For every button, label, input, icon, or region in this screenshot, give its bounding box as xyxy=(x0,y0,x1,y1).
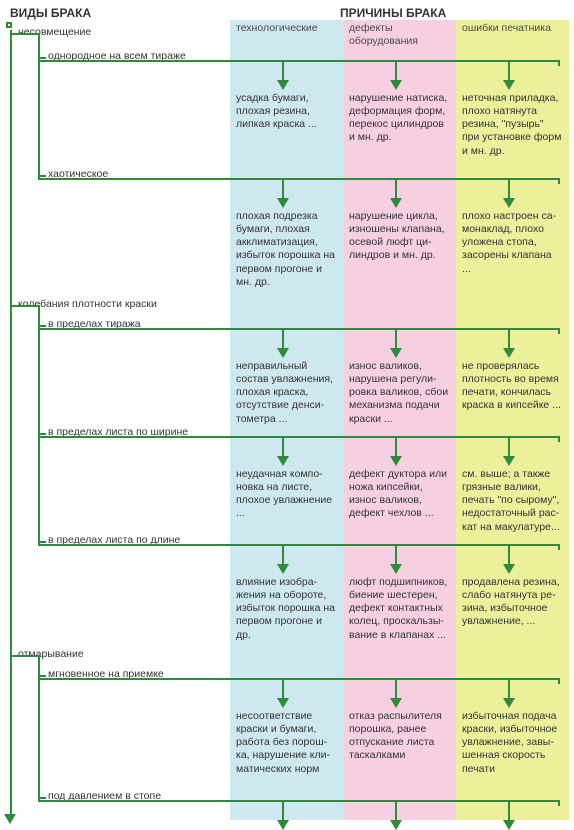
cell: неудачная компо-новка на листе, плохое у… xyxy=(230,468,343,534)
row-hline xyxy=(38,436,560,438)
arrow-down-icon xyxy=(390,820,402,830)
row-drop xyxy=(395,544,397,566)
row-drop xyxy=(282,60,284,82)
arrow-down-icon xyxy=(277,698,289,708)
arrow-down-icon xyxy=(503,198,515,208)
arrow-down-icon xyxy=(277,820,289,830)
arrow-down-icon xyxy=(277,456,289,466)
cell: не проверялась плотность во время печати… xyxy=(456,360,569,426)
tree-subspine xyxy=(38,305,40,544)
row-drop xyxy=(395,60,397,82)
arrow-down-icon xyxy=(277,348,289,358)
arrow-down-icon xyxy=(277,198,289,208)
row-drop xyxy=(508,178,510,200)
row-drop xyxy=(508,436,510,458)
cell: неточная приладка, плохо натянута резина… xyxy=(456,92,569,158)
arrow-down-icon xyxy=(390,564,402,574)
row-drop xyxy=(282,178,284,200)
cell: несоответствие краски и бумаги, работа б… xyxy=(230,710,343,776)
row-drop xyxy=(395,178,397,200)
tree-subspine xyxy=(38,655,40,800)
cell: усадка бумаги, плохая резина, липкая кра… xyxy=(230,92,343,158)
arrow-down-icon xyxy=(503,698,515,708)
tree-label: несовмещение xyxy=(18,26,91,38)
row-cells: усадка бумаги, плохая резина, липкая кра… xyxy=(230,92,569,158)
row-hline xyxy=(38,328,560,330)
cell: избыточная подача краски, избыточное увл… xyxy=(456,710,569,776)
cell: люфт подшипников, биение шестерен, дефек… xyxy=(343,576,456,642)
row-end-tick xyxy=(558,328,560,334)
arrow-down-icon xyxy=(277,80,289,90)
cell: отказ распылителя порошка, ранее отпуска… xyxy=(343,710,456,776)
arrow-down-icon xyxy=(390,456,402,466)
row-end-tick xyxy=(558,178,560,184)
cell: неправильный состав увлажнения, плохая к… xyxy=(230,360,343,426)
row-end-tick xyxy=(558,678,560,684)
header-defect-types: ВИДЫ БРАКА xyxy=(10,6,91,20)
arrow-down-icon xyxy=(277,564,289,574)
column-print-label: ошибки печатника xyxy=(456,20,569,41)
row-drop xyxy=(508,800,510,822)
arrow-down-icon xyxy=(503,820,515,830)
row-hline xyxy=(38,544,560,546)
diagram-root: ВИДЫ БРАКА ПРИЧИНЫ БРАКА технологические… xyxy=(0,0,574,821)
row-hline xyxy=(38,60,560,62)
tree-main-to-sub xyxy=(10,33,38,35)
tree-subspine xyxy=(38,33,40,178)
row-cells: неправильный состав увлажнения, плохая к… xyxy=(230,360,569,426)
cell: продавлена резина, слабо натянута ре-зин… xyxy=(456,576,569,642)
header-defect-causes: ПРИЧИНЫ БРАКА xyxy=(340,6,446,20)
cell: плохая подрезка бумаги, плохая акклимати… xyxy=(230,210,343,289)
row-cells: влияние изобра-жения на обороте, избыток… xyxy=(230,576,569,642)
tree-main-to-sub xyxy=(10,655,38,657)
row-cells: неудачная компо-новка на листе, плохое у… xyxy=(230,468,569,534)
row-drop xyxy=(508,544,510,566)
tree-spine xyxy=(10,30,12,816)
row-drop xyxy=(395,328,397,350)
row-end-tick xyxy=(558,436,560,442)
tree-label: отмарывание xyxy=(18,648,84,660)
cell: см. выше; а также грязные валики, печать… xyxy=(456,468,569,534)
row-drop xyxy=(282,328,284,350)
row-end-tick xyxy=(558,60,560,66)
cell: влияние изобра-жения на обороте, избыток… xyxy=(230,576,343,642)
cell: нарушение натиска, деформация форм, пере… xyxy=(343,92,456,158)
column-equip-label: дефекты оборудования xyxy=(343,20,456,53)
tree-main-to-sub xyxy=(10,305,38,307)
row-drop xyxy=(395,436,397,458)
arrow-down-icon xyxy=(390,698,402,708)
arrow-down-icon xyxy=(390,198,402,208)
row-drop xyxy=(395,800,397,822)
arrow-down-icon xyxy=(503,80,515,90)
cell: нарушение цикла, изношены клапана, осево… xyxy=(343,210,456,289)
tree-origin-box xyxy=(6,22,12,28)
row-drop xyxy=(282,436,284,458)
row-drop xyxy=(508,60,510,82)
cell: износ валиков, нарушена регули-ровка вал… xyxy=(343,360,456,426)
row-drop xyxy=(282,544,284,566)
arrow-down-icon xyxy=(390,80,402,90)
row-hline xyxy=(38,178,560,180)
row-hline xyxy=(38,800,560,802)
column-tech-label: технологические xyxy=(230,20,343,41)
tree-spine-arrow xyxy=(4,814,16,824)
cell: дефект дуктора или ножа кипсейки, износ … xyxy=(343,468,456,534)
arrow-down-icon xyxy=(503,564,515,574)
row-end-tick xyxy=(558,800,560,806)
row-drop xyxy=(395,678,397,700)
row-hline xyxy=(38,678,560,680)
cell: плохо настроен са-монаклад, плохо уложен… xyxy=(456,210,569,289)
row-cells: плохая подрезка бумаги, плохая акклимати… xyxy=(230,210,569,289)
row-drop xyxy=(508,678,510,700)
arrow-down-icon xyxy=(390,348,402,358)
row-drop xyxy=(282,800,284,822)
arrow-down-icon xyxy=(503,348,515,358)
row-end-tick xyxy=(558,544,560,550)
row-drop xyxy=(282,678,284,700)
arrow-down-icon xyxy=(503,456,515,466)
row-cells: несоответствие краски и бумаги, работа б… xyxy=(230,710,569,776)
row-drop xyxy=(508,328,510,350)
